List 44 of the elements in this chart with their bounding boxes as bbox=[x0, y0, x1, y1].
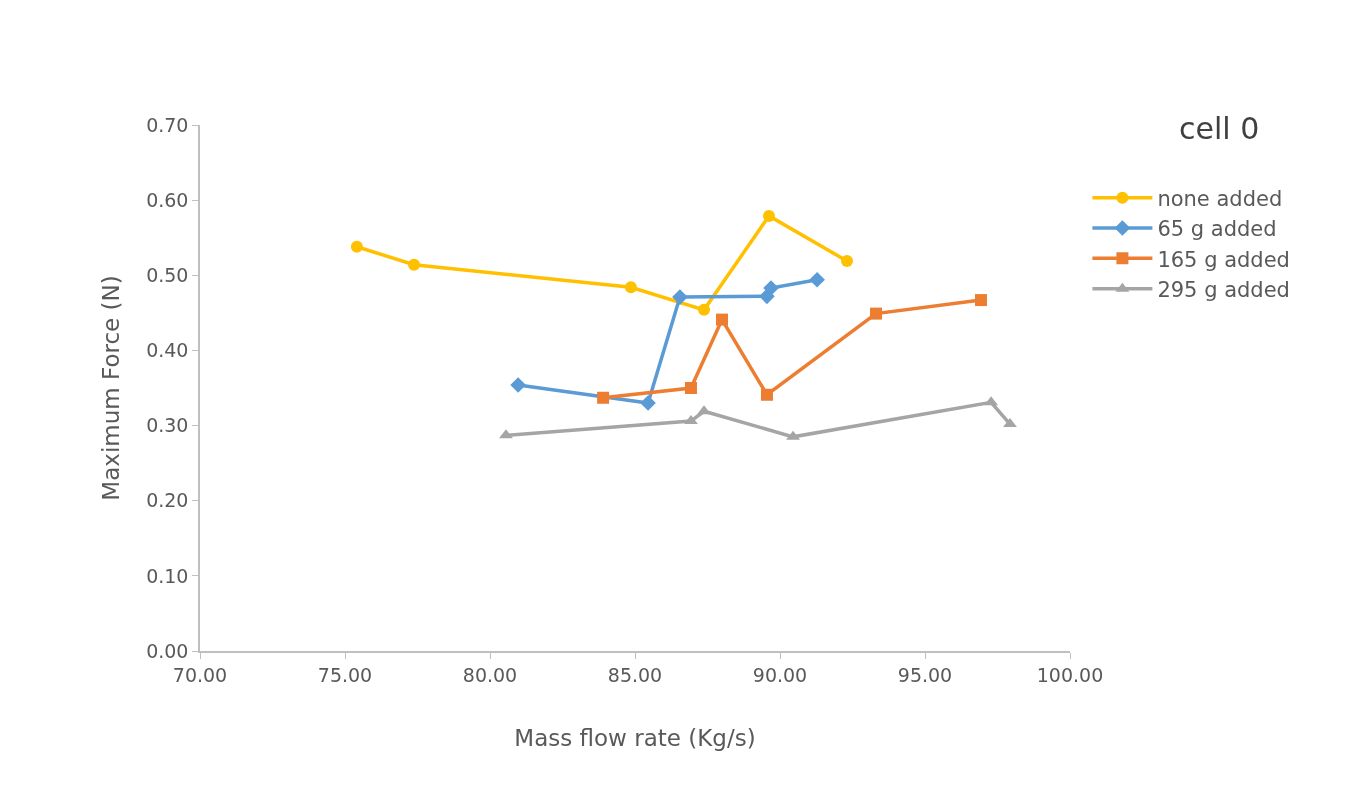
y-tick-label: 0.30 bbox=[146, 414, 189, 437]
y-tick-label: 0.10 bbox=[146, 564, 189, 587]
y-tick-label: 0.70 bbox=[146, 113, 189, 136]
point bbox=[786, 430, 800, 440]
x-tick-label: 85.00 bbox=[607, 663, 663, 686]
x-tick-label: 70.00 bbox=[172, 663, 228, 686]
point bbox=[763, 280, 779, 296]
point bbox=[716, 313, 728, 326]
point bbox=[697, 405, 711, 415]
legend-label: 65 g added bbox=[1157, 217, 1277, 242]
point bbox=[597, 391, 610, 404]
x-tick-label: 90.00 bbox=[752, 663, 808, 686]
x-tick-label: 80.00 bbox=[462, 663, 518, 686]
y-tick-label: 0.00 bbox=[146, 639, 189, 662]
point bbox=[624, 281, 637, 294]
legend-label: 295 g added bbox=[1157, 277, 1290, 302]
point bbox=[672, 289, 688, 305]
legend-label: none added bbox=[1157, 186, 1283, 211]
point bbox=[809, 271, 825, 288]
y-tick-label: 0.50 bbox=[146, 263, 189, 286]
point bbox=[684, 382, 697, 394]
y-axis-title: Maximum Force (N) bbox=[98, 275, 125, 501]
point bbox=[698, 303, 711, 316]
point bbox=[350, 240, 363, 253]
point bbox=[408, 258, 421, 271]
legend-label: 165 g added bbox=[1157, 247, 1290, 272]
text: cell 0 bbox=[1178, 111, 1260, 147]
point bbox=[1003, 418, 1017, 428]
point bbox=[974, 294, 987, 307]
y-tick-label: 0.60 bbox=[146, 188, 189, 211]
point bbox=[499, 429, 513, 439]
y-tick-label: 0.40 bbox=[146, 339, 189, 362]
point bbox=[841, 255, 853, 267]
point bbox=[684, 415, 698, 425]
point bbox=[640, 395, 656, 411]
point bbox=[760, 388, 773, 401]
y-tick-label: 0.20 bbox=[146, 489, 189, 512]
x-axis-title: Mass flow rate (Kg/s) bbox=[514, 724, 756, 751]
x-tick-label: 95.00 bbox=[897, 663, 953, 686]
x-tick-label: 75.00 bbox=[317, 663, 373, 686]
x-tick-label: 100.00 bbox=[1036, 663, 1104, 686]
point bbox=[762, 209, 775, 222]
point bbox=[510, 377, 526, 393]
point bbox=[869, 307, 882, 320]
